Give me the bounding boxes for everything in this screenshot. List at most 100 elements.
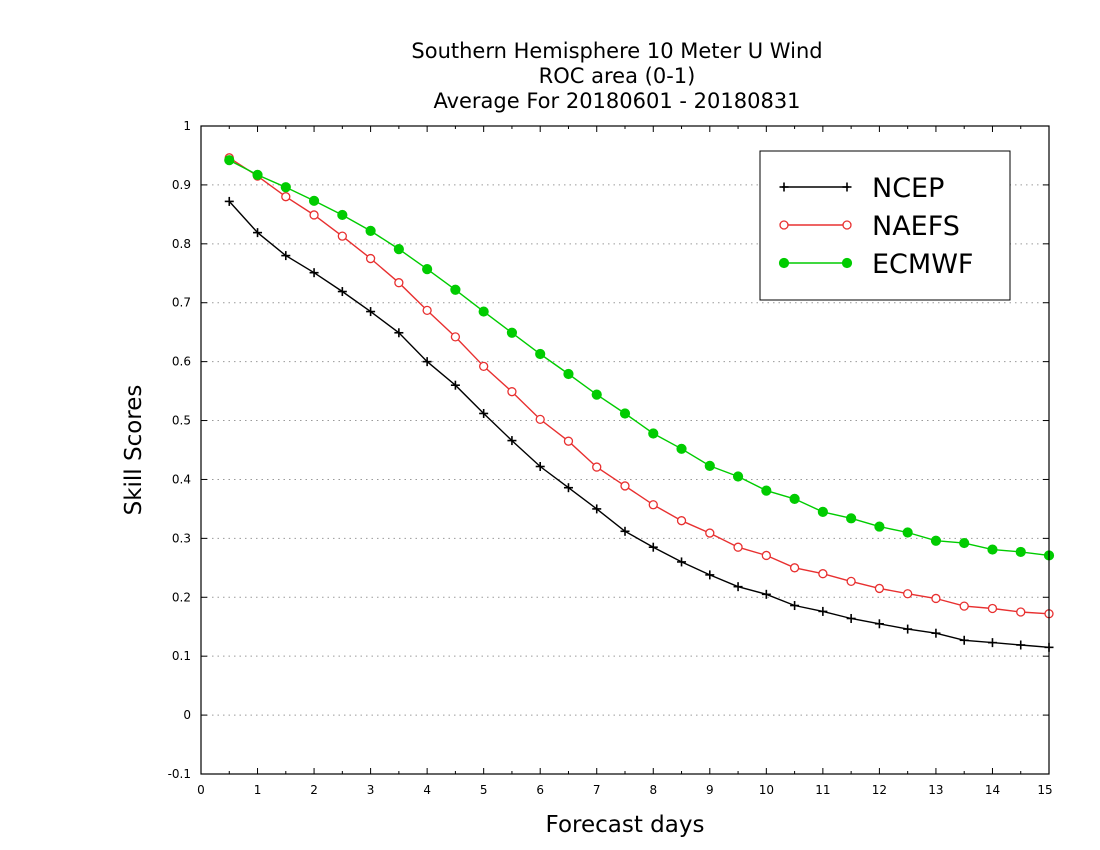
data-point bbox=[619, 408, 631, 419]
x-tick-label: 9 bbox=[706, 783, 714, 797]
data-point bbox=[450, 284, 461, 295]
data-point bbox=[366, 307, 376, 317]
data-point bbox=[224, 155, 235, 166]
title-line-1: Southern Hemisphere 10 Meter U Wind bbox=[411, 39, 822, 63]
legend-label: NAEFS bbox=[872, 211, 960, 242]
axis-ticks: -0.100.10.20.30.40.50.60.70.80.910 1 2 3 4 5 6… bbox=[168, 119, 1053, 797]
x-tick-label: 7 bbox=[593, 783, 601, 797]
legend-marker bbox=[842, 220, 852, 230]
data-point bbox=[789, 493, 800, 504]
data-point bbox=[337, 209, 348, 221]
x-tick-label: 11 bbox=[815, 783, 830, 797]
data-point bbox=[365, 253, 376, 264]
data-point bbox=[818, 569, 828, 579]
x-tick-label: 4 bbox=[423, 783, 431, 797]
y-tick-label: -0.1 bbox=[168, 767, 191, 781]
data-point bbox=[591, 389, 602, 400]
legend-marker bbox=[842, 182, 852, 192]
data-point bbox=[1015, 546, 1026, 558]
data-point bbox=[479, 408, 489, 418]
data-point bbox=[874, 619, 884, 629]
data-point bbox=[732, 471, 744, 482]
series-ecmwf bbox=[224, 155, 1055, 561]
data-point bbox=[507, 387, 517, 397]
data-point bbox=[422, 357, 432, 367]
data-point bbox=[281, 192, 291, 202]
y-tick-label: 0.3 bbox=[172, 531, 191, 545]
legend-label: ECMWF bbox=[872, 249, 973, 280]
x-tick-label: 3 bbox=[367, 783, 375, 797]
x-tick-label: 0 bbox=[197, 783, 205, 797]
data-point bbox=[450, 380, 460, 390]
data-point bbox=[959, 601, 969, 611]
series-naefs bbox=[224, 153, 1054, 619]
data-point bbox=[365, 225, 376, 236]
y-tick-label: 0.6 bbox=[172, 355, 191, 369]
data-point bbox=[902, 527, 913, 538]
y-tick-label: 0.7 bbox=[172, 296, 191, 310]
series-line bbox=[228, 157, 1050, 615]
x-tick-label: 5 bbox=[480, 783, 488, 797]
data-point bbox=[790, 601, 800, 611]
data-point bbox=[308, 195, 320, 206]
data-point bbox=[280, 182, 291, 193]
data-point bbox=[987, 603, 998, 614]
data-point bbox=[677, 557, 687, 567]
data-point bbox=[309, 268, 319, 278]
series-line bbox=[228, 200, 1050, 648]
data-point bbox=[733, 582, 743, 592]
data-point bbox=[648, 428, 659, 439]
data-point bbox=[620, 481, 630, 491]
data-point bbox=[648, 500, 658, 510]
data-point bbox=[394, 278, 404, 288]
legend-marker bbox=[779, 220, 789, 230]
data-point bbox=[1016, 640, 1026, 650]
data-point bbox=[507, 436, 517, 446]
x-tick-label: 2 bbox=[310, 783, 318, 797]
data-point bbox=[733, 542, 743, 552]
legend-marker bbox=[779, 182, 789, 192]
data-point bbox=[620, 526, 630, 536]
data-point bbox=[563, 436, 574, 446]
data-point bbox=[337, 287, 347, 297]
data-point bbox=[987, 544, 998, 555]
series-layer bbox=[224, 153, 1055, 652]
data-point bbox=[309, 210, 319, 220]
data-point bbox=[535, 348, 546, 360]
legend-item-naefs: NAEFS bbox=[779, 211, 960, 242]
data-point bbox=[846, 513, 857, 524]
data-point bbox=[959, 537, 970, 549]
title-line-2: ROC area (0-1) bbox=[539, 64, 696, 88]
data-point bbox=[704, 460, 715, 472]
data-point bbox=[705, 528, 715, 538]
y-tick-label: 0.1 bbox=[172, 649, 191, 663]
data-point bbox=[592, 462, 602, 472]
data-point bbox=[931, 593, 941, 604]
data-point bbox=[818, 606, 828, 616]
legend-label: NCEP bbox=[872, 173, 944, 204]
plot-frame bbox=[200, 125, 1050, 775]
data-point bbox=[592, 504, 602, 514]
data-point bbox=[846, 576, 856, 587]
x-axis-label: Forecast days bbox=[546, 812, 705, 838]
x-tick-label: 13 bbox=[928, 783, 943, 797]
y-tick-label: 0.2 bbox=[172, 590, 191, 604]
data-point bbox=[676, 516, 687, 526]
x-tick-label: 15 bbox=[1037, 783, 1052, 797]
x-tick-label: 10 bbox=[759, 783, 774, 797]
y-tick-label: 0.4 bbox=[172, 472, 191, 486]
data-point bbox=[705, 570, 715, 580]
y-tick-label: 0.9 bbox=[172, 178, 191, 192]
data-point bbox=[789, 563, 800, 573]
data-point bbox=[535, 461, 545, 471]
y-tick-label: 0.5 bbox=[172, 414, 191, 428]
legend-item-ecmwf: ECMWF bbox=[778, 249, 973, 280]
data-point bbox=[817, 506, 828, 517]
legend-marker bbox=[778, 257, 790, 269]
y-axis-label: Skill Scores bbox=[121, 385, 147, 516]
data-point bbox=[281, 251, 291, 261]
data-point bbox=[450, 332, 461, 342]
legend: NCEP NAEFS ECMWF bbox=[759, 150, 1011, 301]
legend-marker bbox=[841, 257, 853, 269]
